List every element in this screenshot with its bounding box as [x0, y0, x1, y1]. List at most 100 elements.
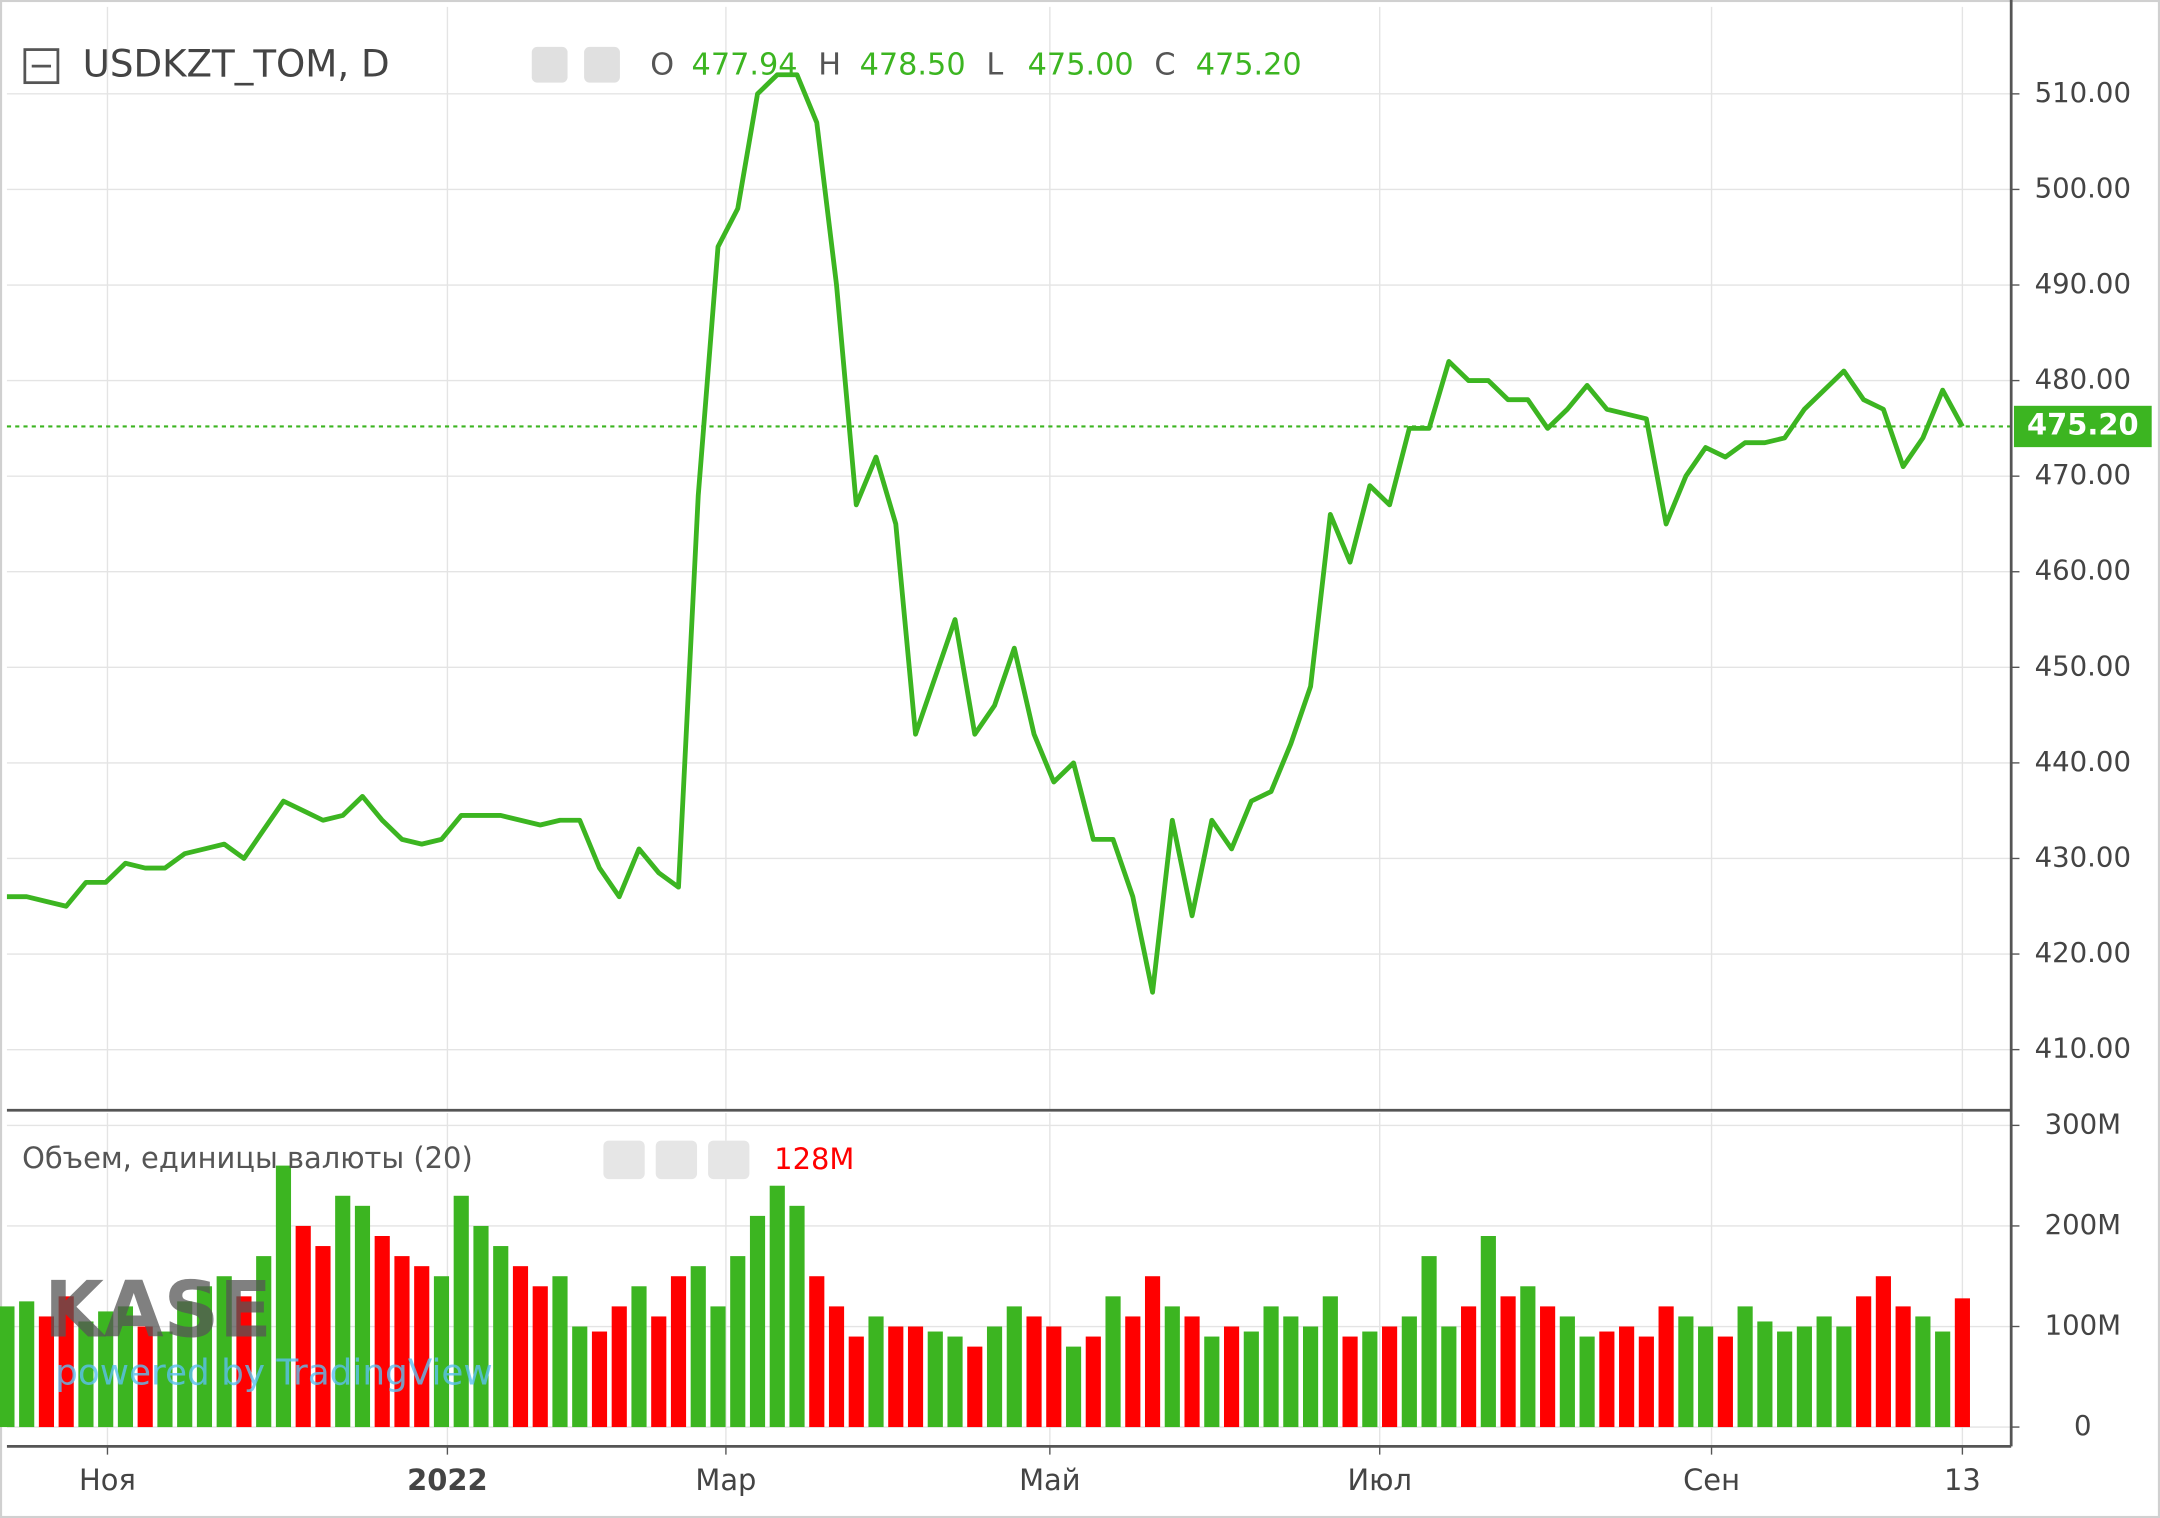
volume-bar [769, 1185, 785, 1428]
volume-bar [927, 1331, 943, 1428]
last-volume-label: 128M [774, 1142, 854, 1176]
volume-bar [651, 1316, 667, 1428]
volume-bar [1599, 1331, 1615, 1428]
volume-bar [335, 1195, 351, 1428]
volume-bar [967, 1346, 983, 1428]
symbol-title: USDKZT_TOM, D [83, 42, 390, 86]
x-tick-label: Сен [1683, 1463, 1740, 1497]
volume-bar [1164, 1306, 1180, 1428]
volume-bar [1283, 1316, 1299, 1428]
volume-bar [552, 1276, 568, 1428]
volume-bar [19, 1301, 35, 1428]
volume-bar [1125, 1316, 1141, 1428]
volume-bar [1579, 1336, 1595, 1428]
y-tick-label: 450.00 [2035, 650, 2131, 682]
volume-bar [1461, 1306, 1477, 1428]
volume-bar [888, 1326, 904, 1428]
volume-bar [1401, 1316, 1417, 1428]
last-price-label: 475.20 [2027, 407, 2139, 441]
volume-bar [1204, 1336, 1220, 1428]
volume-bar [1144, 1276, 1161, 1428]
x-tick-label: 13 [1944, 1463, 1981, 1497]
x-tick-label: Ноя [79, 1463, 136, 1497]
volume-bar [1658, 1306, 1674, 1428]
volume-bar [433, 1276, 450, 1428]
volume-bar [196, 1286, 213, 1428]
volume-bar [1303, 1326, 1319, 1428]
ohlc-key: L [986, 48, 1003, 83]
volume-bar [1421, 1256, 1437, 1428]
settings-icon[interactable] [584, 46, 620, 83]
volume-bar [1915, 1316, 1931, 1428]
volume-bar [1480, 1236, 1496, 1428]
volume-bar [1935, 1331, 1951, 1428]
settings-icon[interactable] [655, 1140, 698, 1180]
x-tick-label: Май [1019, 1463, 1080, 1497]
volume-bar [591, 1331, 608, 1428]
watermark-credit: powered by TradingView [55, 1353, 493, 1394]
volume-bar [690, 1266, 706, 1428]
x-tick-label: Июл [1347, 1463, 1411, 1497]
volume-bar [1757, 1321, 1773, 1428]
y-tick-label: 460.00 [2035, 555, 2131, 587]
volume-bar [256, 1256, 272, 1428]
volume-bar [1382, 1326, 1398, 1428]
ohlc-value: 475.20 [1196, 48, 1302, 83]
volume-bar [1223, 1326, 1240, 1428]
volume-bar [1796, 1326, 1812, 1428]
volume-bar [828, 1306, 845, 1428]
volume-bar [354, 1205, 371, 1428]
volume-bar [1836, 1326, 1852, 1428]
volume-bar [473, 1225, 489, 1428]
volume-bar [157, 1331, 173, 1428]
volume-bar [611, 1306, 627, 1428]
volume-bar [394, 1256, 410, 1428]
volume-bar [868, 1316, 884, 1428]
y-tick-label: 410.00 [2035, 1033, 2131, 1065]
x-tick-label: 2022 [407, 1463, 487, 1497]
volume-bar [749, 1215, 766, 1428]
volume-bar [1026, 1316, 1042, 1428]
volume-bar [1362, 1331, 1378, 1428]
volume-bar [1065, 1346, 1082, 1428]
volume-bar [1954, 1298, 1970, 1428]
volume-bar [315, 1246, 331, 1428]
volume-bar [730, 1256, 746, 1428]
volume-bar [1263, 1306, 1279, 1428]
y-tick-label: 100M [2045, 1310, 2121, 1342]
volume-bar [38, 1316, 55, 1428]
volume-bar [1085, 1336, 1101, 1428]
volume-bar [78, 1321, 94, 1428]
volume-bar [809, 1276, 825, 1428]
volume-bar [532, 1286, 548, 1428]
ohlc-value: 475.00 [1028, 48, 1134, 83]
volume-bar [1540, 1306, 1556, 1428]
eye-icon[interactable] [603, 1140, 645, 1180]
volume-bar [907, 1326, 924, 1428]
volume-bar [572, 1326, 588, 1428]
volume-bar [670, 1276, 687, 1428]
x-tick-label: Мар [695, 1463, 756, 1497]
price-line [6, 72, 1965, 995]
eye-icon[interactable] [531, 46, 568, 83]
volume-bar [1559, 1316, 1575, 1428]
volume-bar [1500, 1296, 1516, 1428]
y-tick-label: 490.00 [2035, 268, 2131, 300]
volume-bar [1184, 1316, 1200, 1428]
volume-bar [1737, 1306, 1753, 1428]
volume-bar [1243, 1331, 1259, 1428]
ohlc-key: C [1154, 48, 1175, 83]
volume-bar [789, 1205, 805, 1428]
volume-bar [98, 1311, 114, 1428]
volume-bar [414, 1266, 430, 1428]
y-tick-label: 430.00 [2035, 841, 2131, 873]
volume-bar [1322, 1296, 1338, 1428]
volume-bar [1678, 1316, 1694, 1428]
close-icon[interactable] [708, 1140, 750, 1180]
volume-bar [1619, 1326, 1635, 1428]
volume-bar [710, 1306, 726, 1428]
y-tick-label: 500.00 [2035, 172, 2131, 204]
volume-bar [374, 1236, 390, 1428]
volume-bar [1046, 1326, 1062, 1428]
